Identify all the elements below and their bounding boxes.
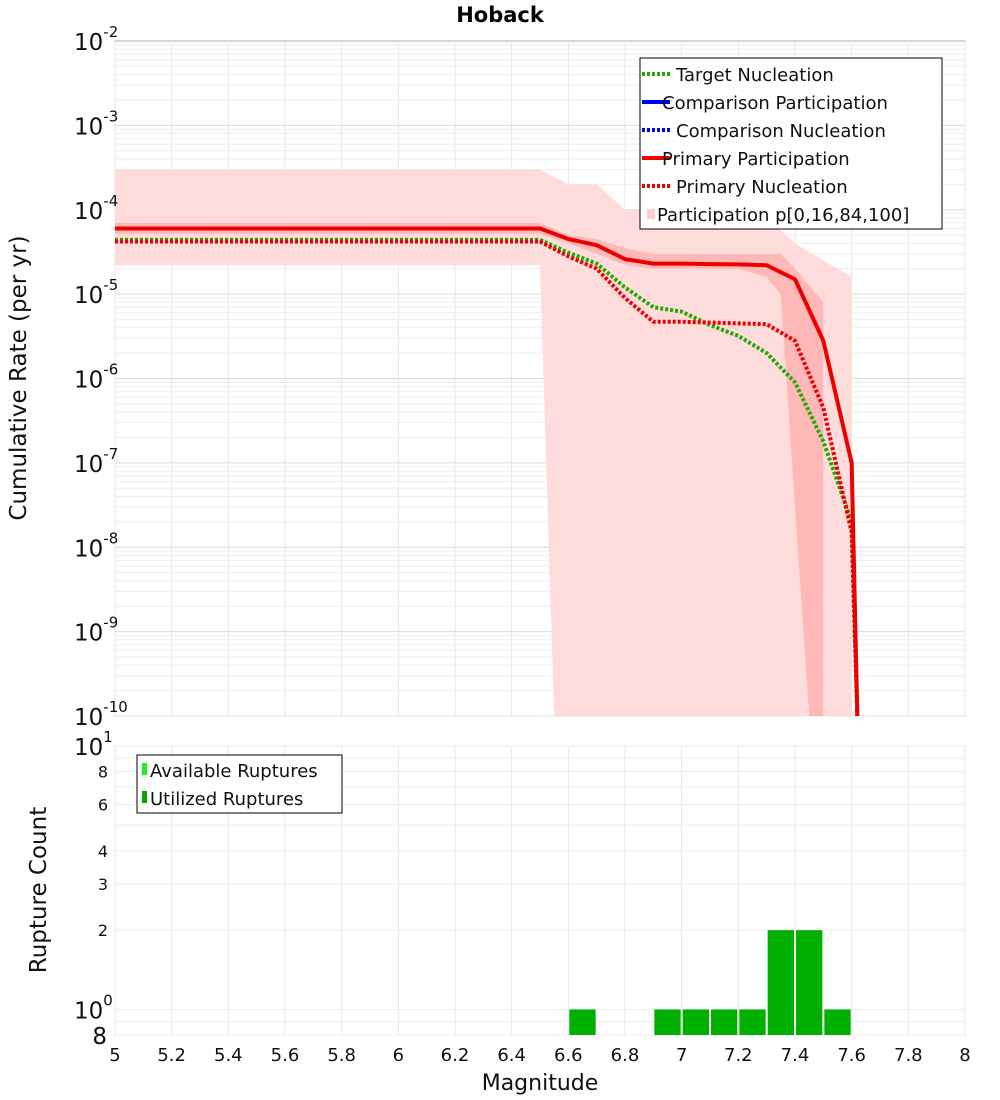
chart-title: Hoback	[456, 3, 545, 27]
bar	[767, 930, 794, 1035]
x-tick-label: 7	[676, 1045, 687, 1066]
x-tick-label: 6	[393, 1045, 404, 1066]
x-tick-label: 5.6	[271, 1045, 300, 1066]
y-tick-base: 10	[74, 283, 103, 309]
y-tick-base: 10	[74, 705, 103, 731]
y-tick-label: 10-9	[74, 614, 118, 647]
y-tick-base: 10	[74, 30, 103, 56]
legend-swatch	[647, 209, 655, 219]
y-tick-label: 100	[74, 991, 113, 1024]
count-legend: Available Ruptures Utilized Ruptures	[136, 754, 343, 814]
x-tick-label: 6.6	[554, 1045, 583, 1066]
x-tick-label: 6.8	[611, 1045, 640, 1066]
x-tick-label: 5	[109, 1045, 120, 1066]
bar	[569, 1009, 596, 1035]
count-bars	[569, 930, 851, 1035]
y-tick-base: 10	[74, 536, 103, 562]
y-tick-exponent: -5	[103, 276, 118, 294]
bar	[739, 1009, 766, 1035]
y-tick-base: 10	[74, 998, 103, 1024]
y-tick-exponent: -3	[103, 107, 118, 125]
y-tick-exponent: 1	[103, 728, 113, 746]
bar	[711, 1009, 738, 1035]
y-tick-label: 3	[98, 875, 108, 894]
count-grid	[114, 745, 966, 1036]
y-tick-label: 8	[92, 1024, 107, 1050]
x-tick-label: 5.8	[327, 1045, 356, 1066]
count-x-ticks: 5 5.2 5.4 5.6 5.8 6 6.2 6.4 6.6 6.8 7 7.2 7.4 7.6 7.8 8	[109, 1045, 970, 1066]
y-tick-label: 10-10	[74, 698, 128, 731]
rate-legend: Target Nucleation Comparison Participatio…	[639, 57, 943, 230]
y-tick-label: 8	[98, 763, 108, 782]
y-tick-label: 10-5	[74, 276, 118, 309]
y-tick-base: 10	[74, 199, 103, 225]
rate-y-ticks: 10-210-310-410-510-610-710-810-910-10	[74, 23, 128, 731]
legend-swatch	[142, 791, 147, 803]
bar	[654, 1009, 681, 1035]
x-tick-label: 7.6	[837, 1045, 866, 1066]
y-tick-base: 10	[74, 114, 103, 140]
y-tick-label: 2	[98, 921, 108, 940]
y-tick-exponent: -6	[103, 361, 118, 379]
y-tick-label: 10-3	[74, 107, 118, 140]
rate-legend-box	[639, 57, 943, 230]
y-tick-label: 101	[74, 728, 113, 761]
series-line-target-nucleation	[115, 237, 860, 717]
rate-y-axis-label: Cumulative Rate (per yr)	[6, 235, 32, 520]
y-tick-exponent: 0	[103, 991, 113, 1009]
x-tick-label: 6.2	[441, 1045, 470, 1066]
y-tick-exponent: -2	[103, 23, 118, 41]
legend-label: Primary Participation	[662, 149, 850, 170]
rate-panel: 10-210-310-410-510-610-710-810-910-10 Cu…	[6, 23, 966, 731]
y-tick-label: 10-7	[74, 445, 118, 478]
bar	[682, 1009, 709, 1035]
legend-label: Target Nucleation	[675, 65, 834, 86]
rate-lines	[115, 226, 860, 717]
y-tick-base: 10	[74, 621, 103, 647]
series-line-primary-nucleation	[115, 239, 860, 717]
x-tick-label: 7.8	[894, 1045, 923, 1066]
y-tick-label: 10-8	[74, 529, 118, 562]
legend-label: Comparison Nucleation	[676, 121, 886, 142]
y-tick-label: 10-6	[74, 361, 118, 394]
legend-label: Primary Nucleation	[676, 177, 848, 198]
percentile-bands	[115, 169, 852, 716]
legend-swatch	[142, 763, 147, 775]
x-axis-label: Magnitude	[482, 1071, 599, 1096]
y-tick-label: 10-2	[74, 23, 118, 56]
x-tick-label: 8	[959, 1045, 970, 1066]
x-tick-label: 7.2	[724, 1045, 753, 1066]
legend-label: Participation p[0,16,84,100]	[657, 205, 909, 226]
y-tick-exponent: -9	[103, 614, 118, 632]
y-tick-exponent: -7	[103, 445, 118, 463]
y-tick-base: 10	[74, 735, 103, 761]
y-tick-label: 4	[98, 842, 108, 861]
count-y-axis-label: Rupture Count	[26, 807, 52, 973]
y-tick-base: 10	[74, 452, 103, 478]
x-tick-label: 5.2	[157, 1045, 186, 1066]
bar	[824, 1009, 851, 1035]
series-line-primary-participation	[115, 226, 860, 717]
band-p16-p84	[115, 222, 824, 716]
y-tick-exponent: -4	[103, 192, 118, 210]
x-tick-label: 5.4	[214, 1045, 243, 1066]
legend-label: Available Ruptures	[150, 761, 318, 782]
y-tick-exponent: -8	[103, 529, 118, 547]
count-legend-box	[136, 754, 343, 814]
y-tick-label: 10-4	[74, 192, 118, 225]
x-tick-label: 7.4	[781, 1045, 810, 1066]
bar	[796, 930, 823, 1035]
y-tick-exponent: -10	[103, 698, 128, 716]
band-p0-p100	[115, 169, 852, 716]
legend-label: Comparison Participation	[662, 93, 888, 114]
x-tick-label: 6.4	[497, 1045, 526, 1066]
y-tick-label: 6	[98, 795, 108, 814]
legend-label: Utilized Ruptures	[150, 789, 303, 810]
y-tick-base: 10	[74, 368, 103, 394]
